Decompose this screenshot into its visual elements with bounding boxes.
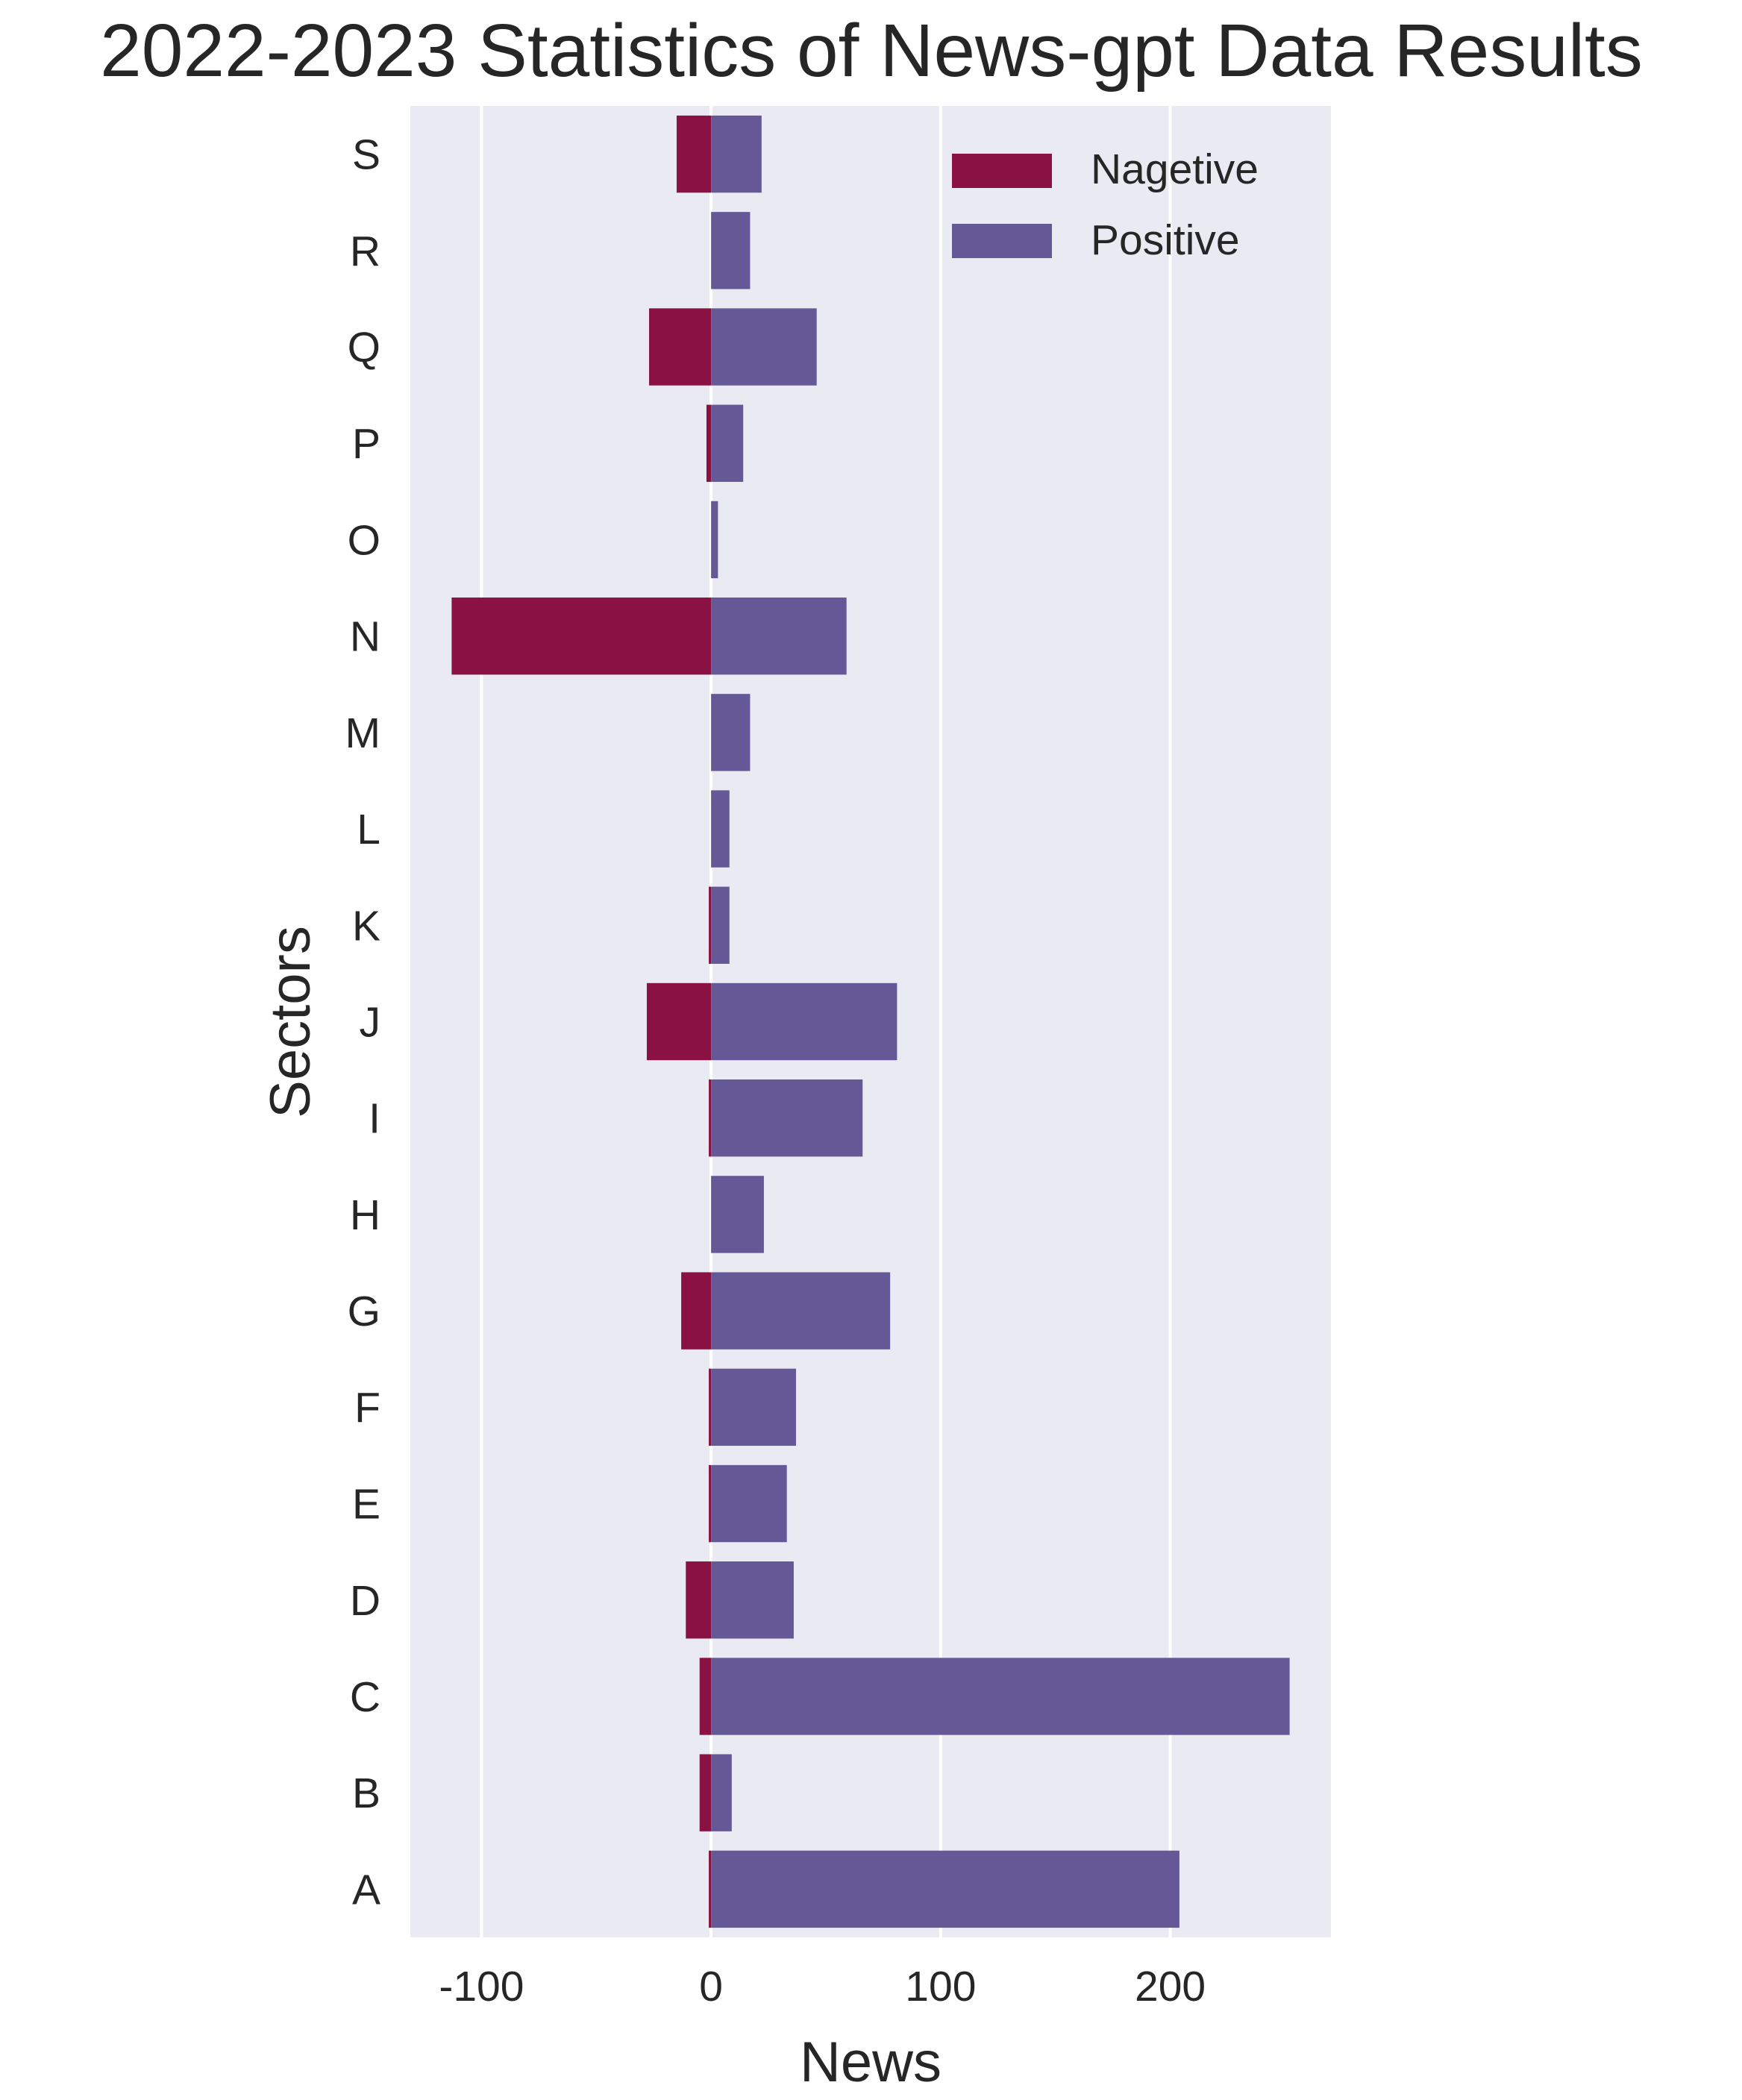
x-tick-label: 100 (905, 1963, 976, 2010)
chart-title: 2022-2023 Statistics of News-gpt Data Re… (100, 9, 1643, 93)
bar-negative-K (709, 886, 712, 964)
legend: Nagetive Positive (952, 145, 1259, 264)
x-tick-label: -100 (439, 1963, 524, 2010)
y-tick-label: O (348, 516, 380, 564)
bar-negative-B (699, 1754, 712, 1831)
bar-positive-L (711, 790, 730, 868)
bar-negative-D (686, 1561, 712, 1639)
bar-positive-E (711, 1464, 787, 1543)
legend-label-positive: Positive (1091, 216, 1240, 264)
y-tick-label: N (350, 613, 380, 661)
bar-positive-D (711, 1561, 794, 1639)
y-tick-label: D (350, 1577, 380, 1625)
x-axis-label: News (800, 2031, 942, 2094)
legend-swatch-negative (952, 154, 1052, 188)
bar-positive-G (711, 1272, 891, 1350)
bar-positive-Q (711, 308, 817, 386)
bar-positive-N (711, 597, 847, 675)
bar-positive-S (711, 115, 762, 193)
y-tick-label: L (357, 806, 380, 853)
bar-positive-B (711, 1754, 732, 1831)
y-tick-label: H (350, 1191, 380, 1239)
bar-positive-C (711, 1658, 1290, 1735)
bar-positive-R (711, 212, 751, 289)
bar-negative-A (709, 1850, 712, 1928)
bar-positive-A (711, 1850, 1179, 1928)
y-tick-label: C (350, 1673, 380, 1721)
bar-positive-P (711, 404, 744, 482)
bars (451, 115, 1290, 1928)
bar-negative-N (451, 597, 712, 675)
x-tick-label: 200 (1135, 1963, 1206, 2010)
y-tick-label: E (352, 1481, 380, 1529)
y-tick-label: S (352, 131, 380, 179)
bar-negative-I (709, 1079, 712, 1157)
bar-positive-K (711, 886, 730, 964)
bar-negative-S (676, 115, 712, 193)
x-tick-label: 0 (699, 1963, 723, 2010)
bar-positive-J (711, 982, 897, 1061)
y-axis-label: Sectors (259, 926, 322, 1118)
bar-negative-Q (649, 308, 712, 386)
y-tick-label: R (350, 228, 380, 275)
x-tick-labels: -100 0 100 200 (439, 1963, 1206, 2010)
y-tick-label: I (369, 1095, 380, 1143)
y-tick-label: F (354, 1384, 380, 1432)
bar-positive-I (711, 1079, 863, 1157)
legend-label-negative: Nagetive (1091, 145, 1259, 193)
bar-positive-M (711, 694, 751, 771)
bar-negative-E (709, 1464, 712, 1543)
legend-swatch-positive (952, 224, 1052, 258)
bar-positive-O (711, 501, 718, 579)
y-tick-label: M (345, 709, 380, 757)
y-tick-label: A (352, 1866, 380, 1913)
bar-positive-F (711, 1368, 796, 1447)
y-tick-labels: S R QPO NM L K JIH G F EDC B A (345, 131, 380, 1914)
bar-negative-C (699, 1658, 712, 1735)
bar-negative-F (709, 1368, 712, 1447)
bar-negative-J (646, 982, 712, 1061)
y-tick-label: K (352, 902, 380, 950)
y-tick-label: J (360, 999, 381, 1047)
bar-negative-G (681, 1272, 712, 1350)
bar-positive-H (711, 1176, 764, 1253)
y-tick-label: Q (348, 324, 380, 372)
y-tick-label: P (352, 420, 380, 468)
bar-negative-P (706, 404, 712, 482)
y-tick-label: G (348, 1288, 380, 1335)
y-tick-label: B (352, 1770, 380, 1817)
